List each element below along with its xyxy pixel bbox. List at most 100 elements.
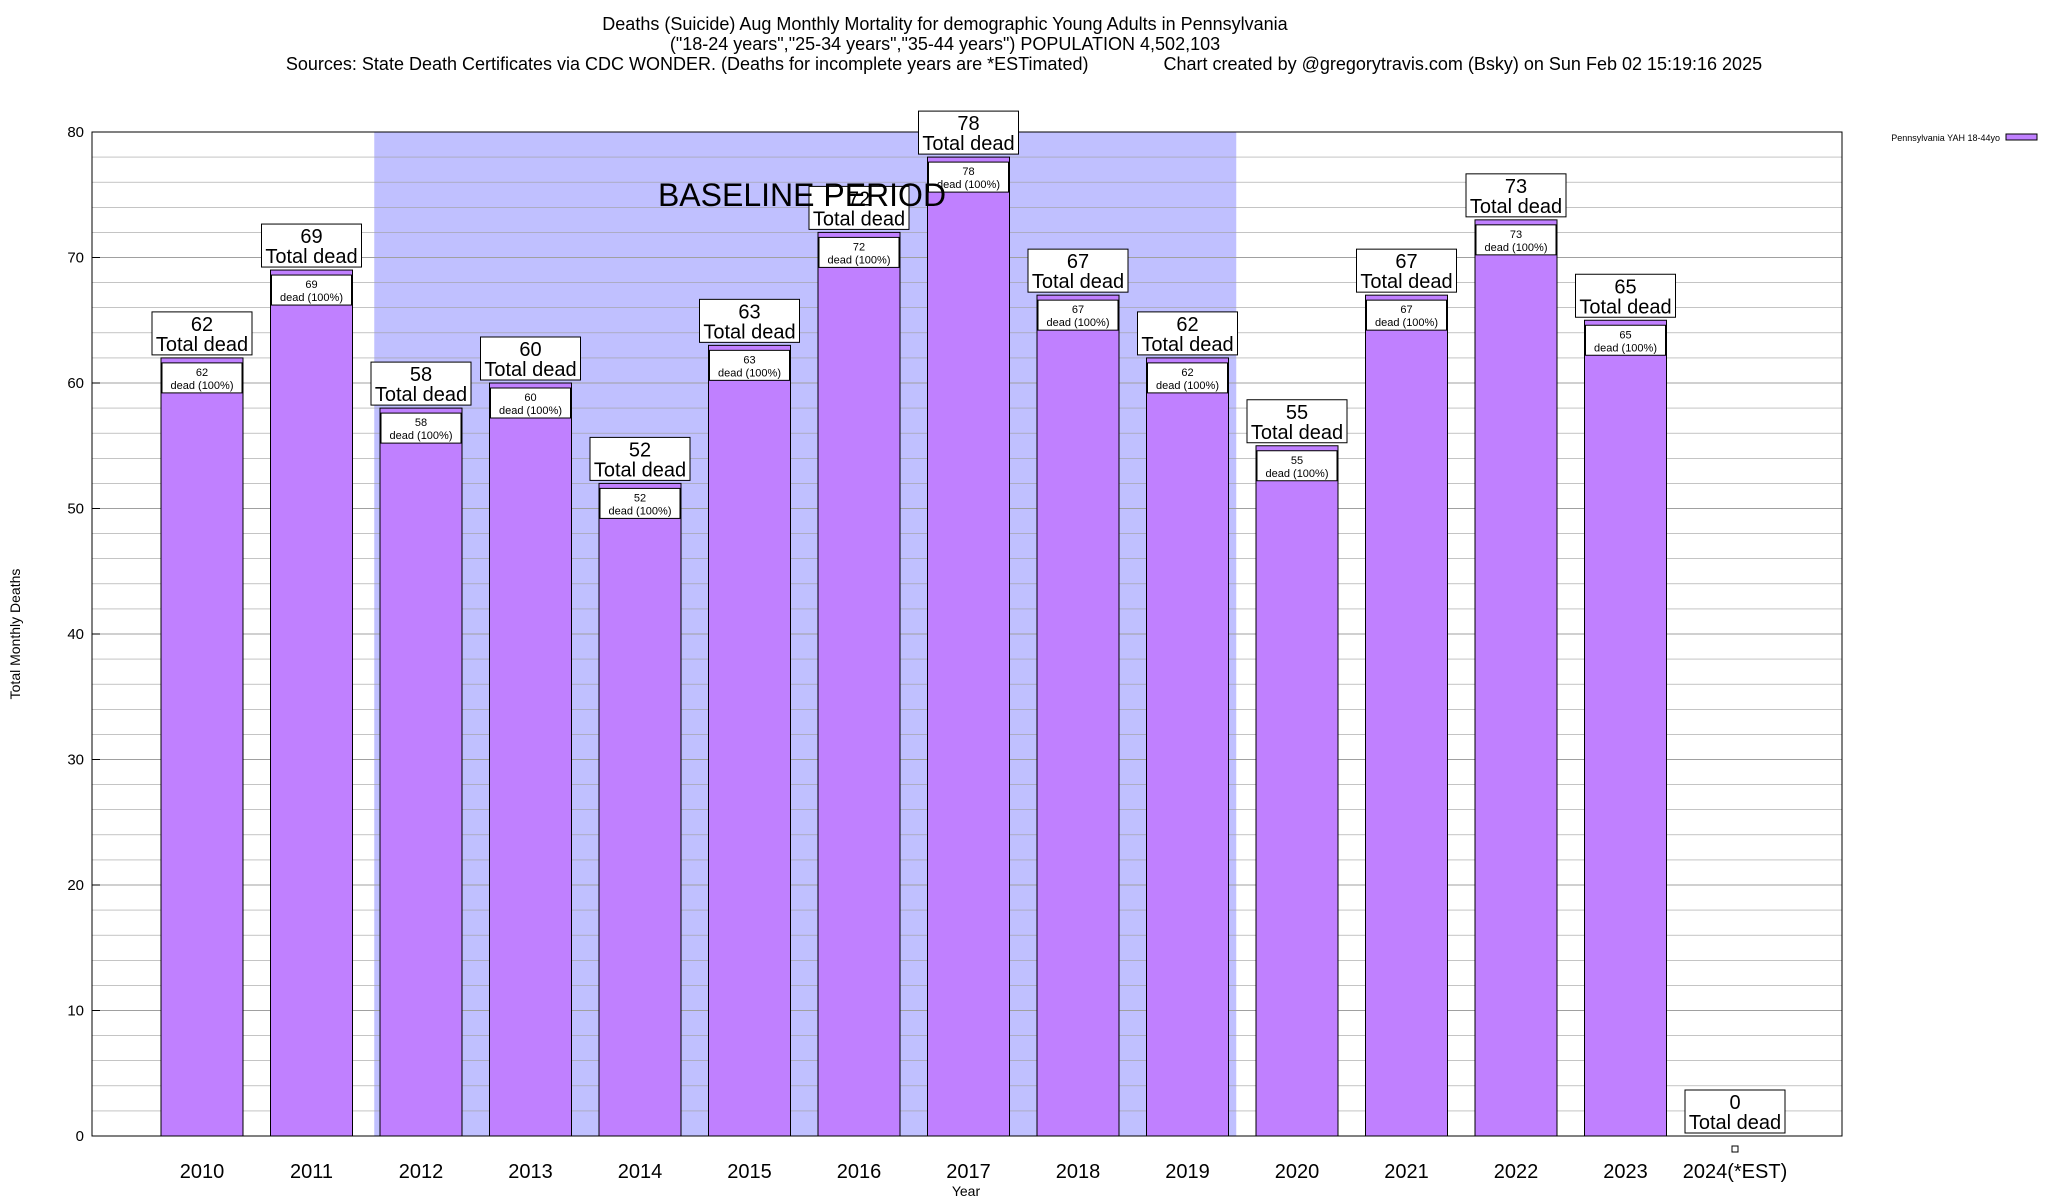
x-tick-label: 2016 xyxy=(837,1161,882,1183)
inner-label-box xyxy=(709,349,790,381)
x-tick-label: 2024(*EST) xyxy=(1683,1161,1788,1183)
total-label-value: 63 xyxy=(738,301,760,323)
inner-label-value: 58 xyxy=(415,417,427,429)
inner-label-box xyxy=(161,362,243,394)
inner-label-text: dead (100%) xyxy=(1156,380,1219,392)
y-tick-label: 40 xyxy=(67,626,84,643)
total-label-value: 78 xyxy=(957,113,979,135)
total-label-box xyxy=(1246,399,1348,444)
x-tick-label: 2014 xyxy=(618,1161,663,1183)
inner-label-box xyxy=(1147,362,1228,394)
legend: Pennsylvania YAH 18-44yo xyxy=(1891,133,2038,143)
x-tick-label: 2019 xyxy=(1165,1161,1210,1183)
x-tick-label: 2011 xyxy=(290,1161,333,1183)
y-axis-label: Total Monthly Deaths xyxy=(7,569,23,700)
total-label-value: 72 xyxy=(848,188,870,210)
inner-label-value: 62 xyxy=(196,367,208,379)
inner-label-value: 65 xyxy=(1619,329,1631,341)
bar xyxy=(817,231,901,1137)
bar xyxy=(1036,294,1120,1137)
chart-source-line: Sources: State Death Certificates via CD… xyxy=(285,54,1763,74)
inner-label-value: 55 xyxy=(1291,455,1303,467)
chart-title: Deaths (Suicide) Aug Monthly Mortality f… xyxy=(602,14,1288,34)
x-tick-label: 2020 xyxy=(1275,1161,1320,1183)
total-label-box xyxy=(370,361,472,406)
inner-label-box xyxy=(1366,299,1447,331)
bar xyxy=(160,357,244,1137)
y-tick-label: 70 xyxy=(67,250,84,267)
y-tick-label: 0 xyxy=(76,1128,84,1145)
total-label-box xyxy=(1137,311,1238,356)
total-label-value: 65 xyxy=(1614,276,1636,298)
total-label-value: 67 xyxy=(1395,251,1417,273)
bar xyxy=(1146,357,1229,1137)
total-label-box xyxy=(808,185,910,230)
x-tick-label: 2010 xyxy=(180,1161,225,1183)
total-label-text: Total dead xyxy=(156,334,248,356)
total-label-text: Total dead xyxy=(1251,422,1343,444)
bar xyxy=(489,382,572,1137)
total-label-box xyxy=(699,298,800,343)
total-label-text: Total dead xyxy=(1579,296,1671,318)
total-label-box xyxy=(261,223,362,268)
inner-label-text: dead (100%) xyxy=(1485,242,1548,254)
total-label-box xyxy=(1684,1089,1786,1134)
inner-label-text: dead (100%) xyxy=(937,179,1000,191)
x-tick-label: 2012 xyxy=(399,1161,444,1183)
y-tick-label: 20 xyxy=(67,877,84,894)
total-label-text: Total dead xyxy=(1360,271,1452,293)
total-label-value: 58 xyxy=(410,364,432,386)
total-label-box xyxy=(1465,173,1567,218)
chart-subtitle: ("18-24 years","25-34 years","35-44 year… xyxy=(669,34,1221,54)
legend-swatch xyxy=(2005,133,2038,141)
inner-label-text: dead (100%) xyxy=(1375,317,1438,329)
inner-label-value: 60 xyxy=(524,392,536,404)
inner-label-text: dead (100%) xyxy=(390,430,453,442)
total-label-box xyxy=(918,110,1019,155)
inner-label-box xyxy=(380,412,462,444)
inner-label-value: 72 xyxy=(853,241,865,253)
total-label-value: 55 xyxy=(1286,402,1308,424)
x-tick-label: 2013 xyxy=(508,1161,553,1183)
inner-label-box xyxy=(599,487,681,519)
y-tick-label: 80 xyxy=(67,124,84,141)
inner-label-box xyxy=(271,274,352,306)
inner-label-text: dead (100%) xyxy=(828,254,891,266)
inner-label-text: dead (100%) xyxy=(171,380,234,392)
total-label-value: 73 xyxy=(1505,176,1527,198)
x-tick-label: 2018 xyxy=(1056,1161,1101,1183)
total-label-box xyxy=(1027,248,1129,293)
inner-label-box xyxy=(490,387,571,419)
total-label-value: 62 xyxy=(1176,314,1198,336)
total-label-text: Total dead xyxy=(1470,196,1562,218)
total-label-value: 60 xyxy=(519,339,541,361)
bar xyxy=(598,482,682,1137)
inner-label-text: dead (100%) xyxy=(718,367,781,379)
x-axis-label: Year xyxy=(952,1183,981,1199)
total-label-text: Total dead xyxy=(922,133,1014,155)
y-tick-label: 30 xyxy=(67,752,84,769)
inner-label-box xyxy=(1256,450,1338,482)
inner-label-value: 67 xyxy=(1400,304,1412,316)
bar-empty-marker xyxy=(1731,1145,1739,1153)
x-tick-label: 2022 xyxy=(1494,1161,1539,1183)
x-tick-label: 2021 xyxy=(1384,1161,1429,1183)
total-label-value: 69 xyxy=(300,226,322,248)
y-tick-label: 60 xyxy=(67,375,84,392)
total-label-value: 0 xyxy=(1729,1092,1740,1114)
bar xyxy=(1474,219,1558,1137)
inner-label-value: 67 xyxy=(1072,304,1084,316)
total-label-text: Total dead xyxy=(594,459,686,481)
inner-label-text: dead (100%) xyxy=(1594,342,1657,354)
inner-label-text: dead (100%) xyxy=(1047,317,1110,329)
inner-label-value: 73 xyxy=(1510,229,1522,241)
inner-label-text: dead (100%) xyxy=(1266,468,1329,480)
bar xyxy=(379,407,463,1137)
total-label-box xyxy=(151,311,253,356)
total-label-box xyxy=(1575,273,1676,318)
inner-label-text: dead (100%) xyxy=(499,405,562,417)
inner-label-value: 52 xyxy=(634,492,646,504)
inner-label-text: dead (100%) xyxy=(280,292,343,304)
total-label-text: Total dead xyxy=(703,321,795,343)
total-label-value: 67 xyxy=(1067,251,1089,273)
